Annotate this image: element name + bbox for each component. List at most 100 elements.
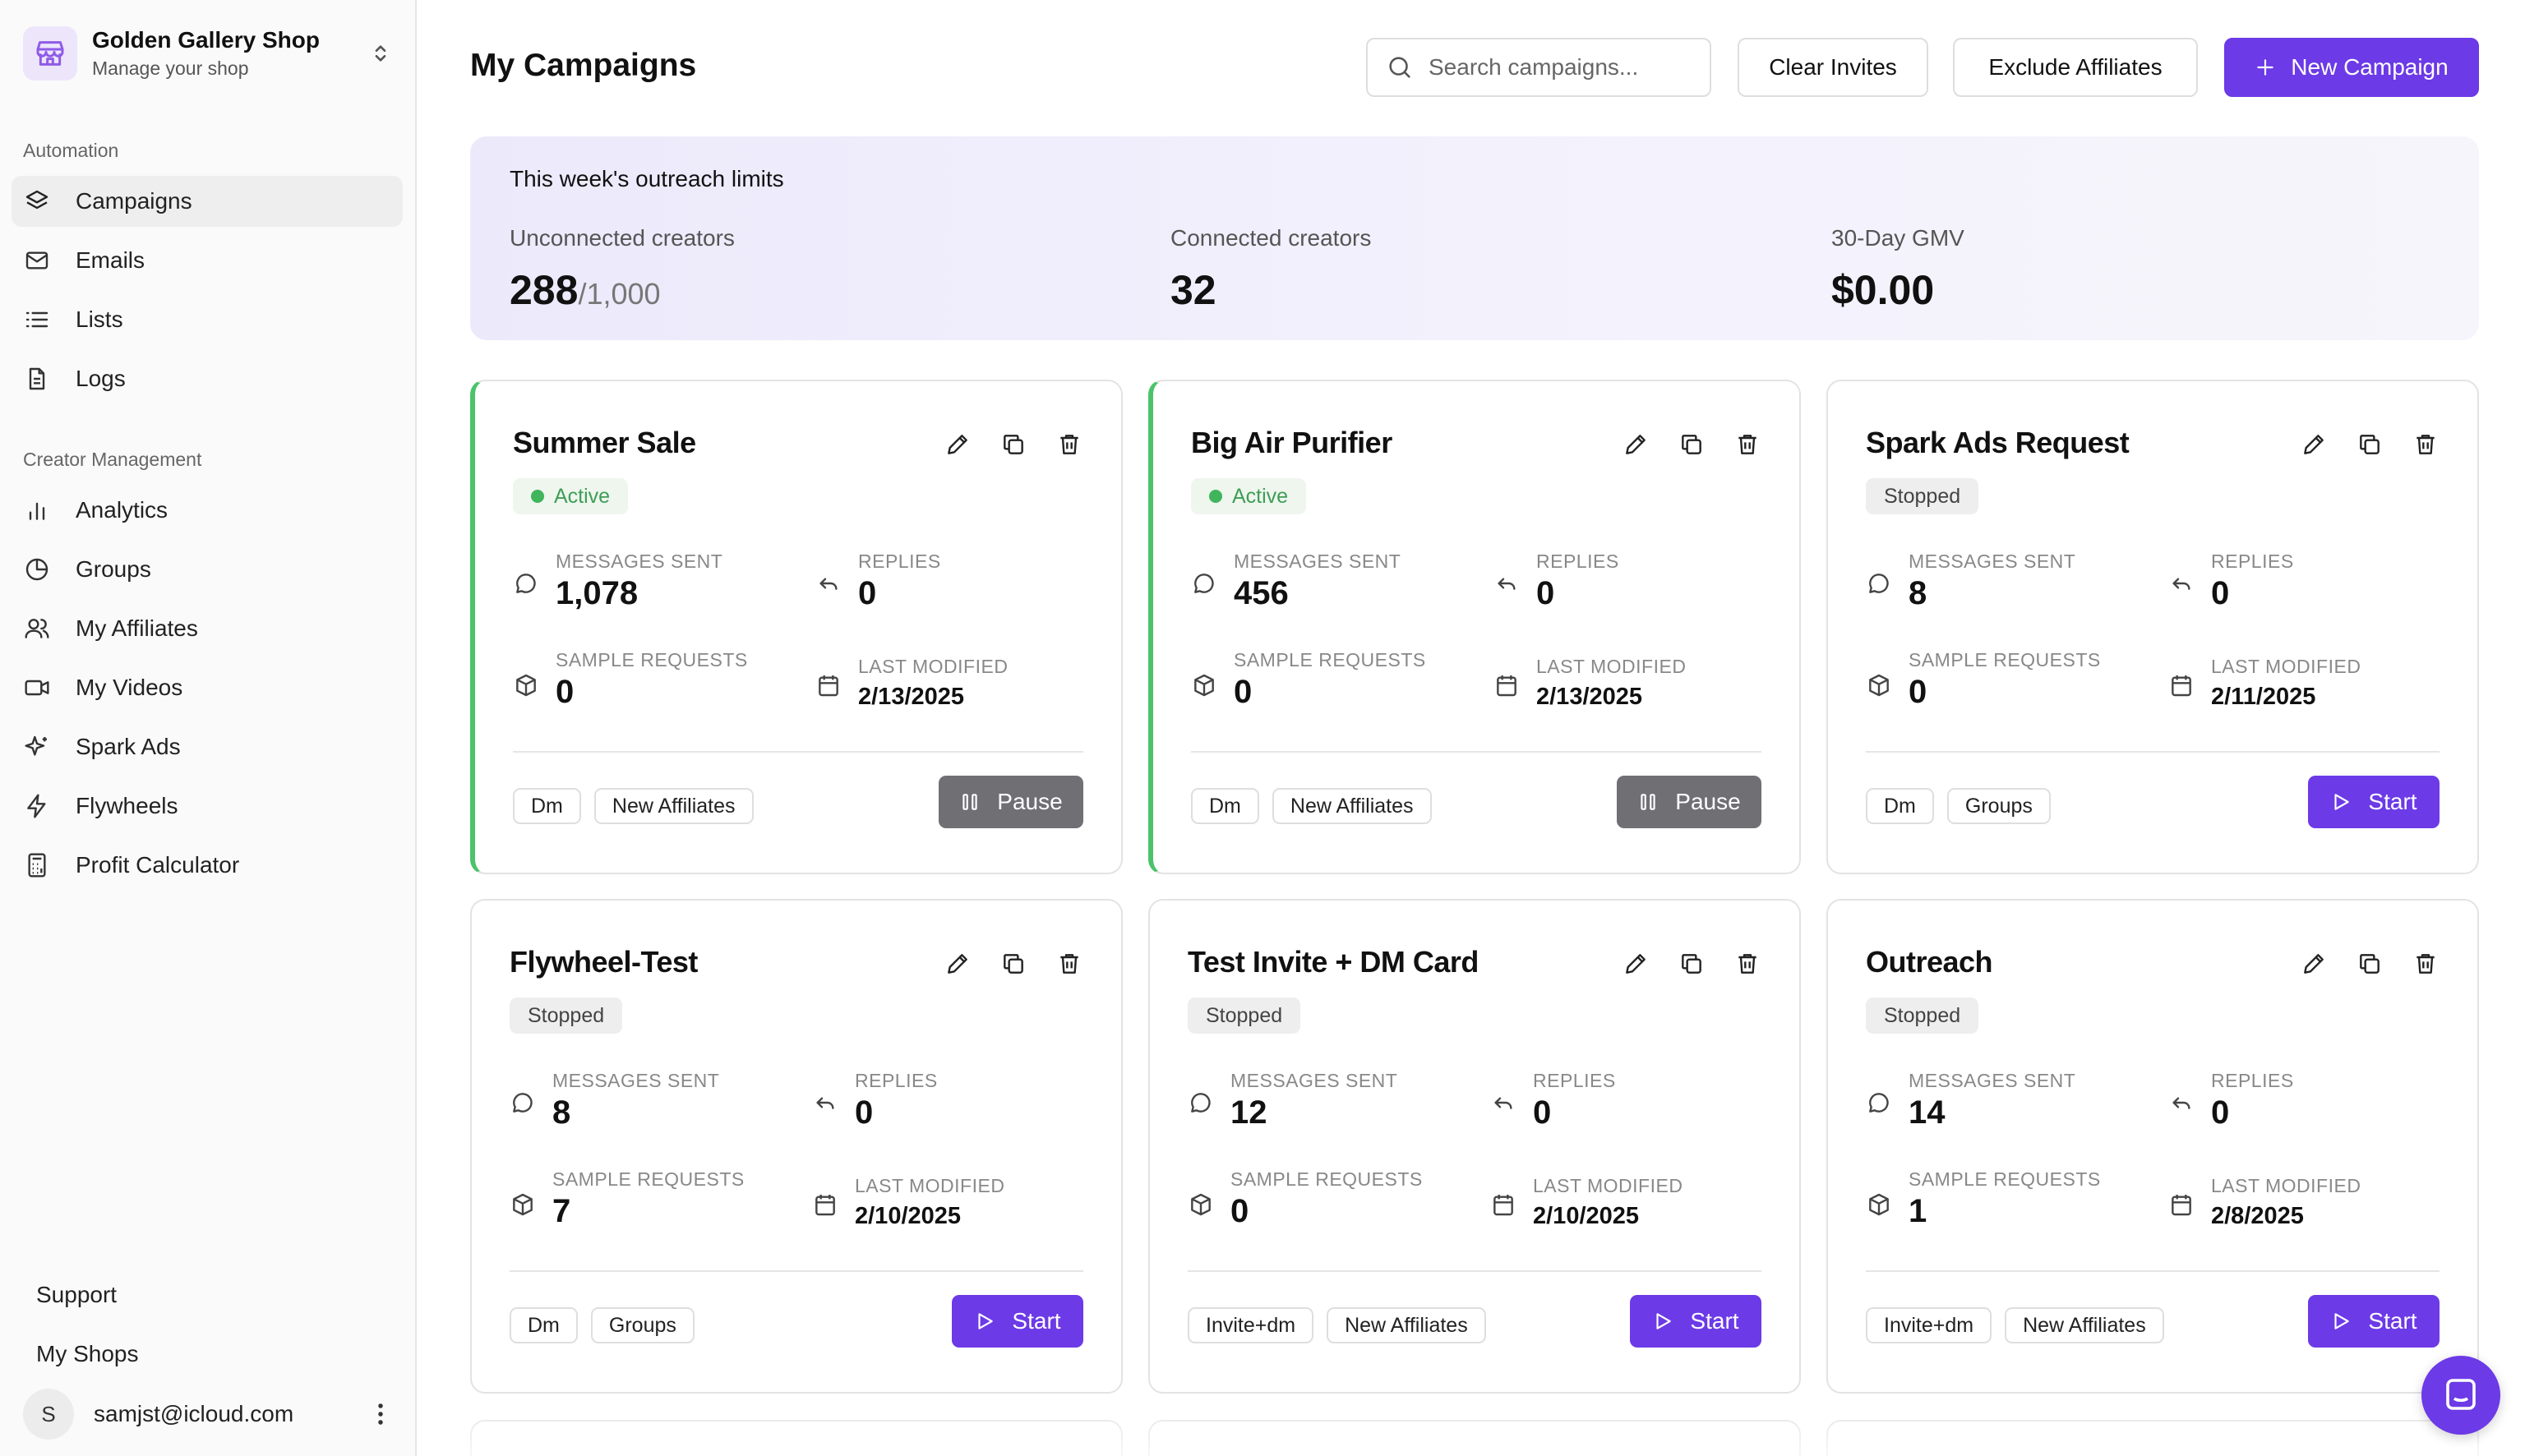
campaign-card: Outreach Stopped MESSAGES SENT 14 xyxy=(1826,899,2479,1394)
package-icon xyxy=(1866,1191,1892,1218)
message-circle-icon xyxy=(1191,570,1217,597)
calendar-icon xyxy=(2168,672,2195,698)
exclude-affiliates-button[interactable]: Exclude Affiliates xyxy=(1953,38,2198,97)
status-badge: Stopped xyxy=(1866,478,1979,514)
stat-value: 0 xyxy=(1909,674,1927,710)
start-button[interactable]: Start xyxy=(1630,1295,1761,1348)
campaign-tag: Dm xyxy=(513,788,581,824)
new-campaign-label: New Campaign xyxy=(2291,54,2449,80)
action-label: Pause xyxy=(1675,789,1741,814)
trash-icon[interactable] xyxy=(1733,950,1761,978)
stat-value: 288 xyxy=(510,267,579,313)
start-button[interactable]: Start xyxy=(952,1295,1083,1348)
copy-icon[interactable] xyxy=(1678,950,1706,978)
edit-icon[interactable] xyxy=(1622,950,1650,978)
edit-icon[interactable] xyxy=(2300,431,2328,458)
video-icon xyxy=(23,674,51,702)
stat-value: 0 xyxy=(1234,674,1253,710)
user-menu[interactable]: S samjst@icloud.com xyxy=(23,1389,393,1440)
pause-button[interactable]: Pause xyxy=(1617,776,1761,828)
sidebar-item-my-videos[interactable]: My Videos xyxy=(12,662,403,713)
sidebar-item-campaigns[interactable]: Campaigns xyxy=(12,176,403,227)
start-button[interactable]: Start xyxy=(2308,1295,2440,1348)
edit-icon[interactable] xyxy=(944,431,972,458)
copy-icon[interactable] xyxy=(1678,431,1706,458)
layers-icon xyxy=(23,187,51,215)
divider xyxy=(1866,751,2440,753)
sidebar-item-my-affiliates[interactable]: My Affiliates xyxy=(12,603,403,654)
search-box[interactable] xyxy=(1366,38,1711,97)
status-badge: Stopped xyxy=(1188,998,1301,1034)
sparkles-icon xyxy=(23,733,51,761)
action-label: Start xyxy=(2368,789,2417,814)
action-label: Start xyxy=(2368,1308,2417,1334)
sidebar-item-groups[interactable]: Groups xyxy=(12,544,403,595)
pause-button[interactable]: Pause xyxy=(939,776,1083,828)
stat-label: REPLIES xyxy=(1536,551,1619,572)
campaign-tag: New Affiliates xyxy=(593,788,754,824)
outreach-limits-panel: This week's outreach limits Unconnected … xyxy=(470,136,2479,340)
play-icon xyxy=(978,1313,994,1329)
stat-label: LAST MODIFIED xyxy=(2211,1175,2361,1196)
stat-label: REPLIES xyxy=(2211,1070,2294,1091)
copy-icon[interactable] xyxy=(999,950,1027,978)
search-input[interactable] xyxy=(1429,54,1708,81)
campaign-tags: Dm Groups xyxy=(510,1307,708,1343)
sidebar-item-label: Flywheels xyxy=(76,793,178,818)
stat-label: 30-Day GMV xyxy=(1831,225,1964,251)
more-vertical-icon[interactable] xyxy=(368,1402,393,1426)
sidebar-item-logs[interactable]: Logs xyxy=(12,353,403,404)
support-link[interactable]: Support xyxy=(36,1282,118,1307)
shop-switcher[interactable]: Golden Gallery Shop Manage your shop xyxy=(23,25,393,82)
stat-value: 0 xyxy=(2211,1094,2230,1131)
edit-icon[interactable] xyxy=(944,950,972,978)
status-badge: Stopped xyxy=(510,998,623,1034)
new-campaign-button[interactable]: New Campaign xyxy=(2224,38,2479,97)
stat-label: LAST MODIFIED xyxy=(2211,656,2361,677)
copy-icon[interactable] xyxy=(999,431,1027,458)
play-icon xyxy=(2334,794,2350,810)
edit-icon[interactable] xyxy=(1622,431,1650,458)
campaign-tag: Invite+dm xyxy=(1188,1307,1314,1343)
my-shops-link[interactable]: My Shops xyxy=(36,1341,139,1366)
edit-icon[interactable] xyxy=(2300,950,2328,978)
status-badge: Stopped xyxy=(1866,998,1979,1034)
chat-launcher-button[interactable] xyxy=(2421,1356,2500,1435)
stat-value: 0 xyxy=(556,674,575,710)
plus-icon xyxy=(2257,59,2274,76)
sidebar-item-flywheels[interactable]: Flywheels xyxy=(12,781,403,832)
sidebar-item-analytics[interactable]: Analytics xyxy=(12,485,403,536)
sidebar: Golden Gallery Shop Manage your shop Aut… xyxy=(0,0,417,1456)
pie-chart-icon xyxy=(23,555,51,583)
stat-value: 456 xyxy=(1234,575,1289,611)
shop-name: Golden Gallery Shop xyxy=(92,27,320,53)
stat-value: 1 xyxy=(1909,1193,1927,1229)
connected-creators-stat: Connected creators 32 xyxy=(1170,225,1371,314)
trash-icon[interactable] xyxy=(1055,950,1083,978)
sidebar-item-emails[interactable]: Emails xyxy=(12,235,403,286)
trash-icon[interactable] xyxy=(1055,431,1083,458)
start-button[interactable]: Start xyxy=(2308,776,2440,828)
message-circle-icon xyxy=(1188,1090,1214,1116)
sidebar-item-spark-ads[interactable]: Spark Ads xyxy=(12,721,403,772)
campaign-card: Big Air Purifier Active MESSAGES SENT 45… xyxy=(1148,380,1801,874)
stat-value: 32 xyxy=(1170,267,1216,313)
package-icon xyxy=(1188,1191,1214,1218)
sidebar-item-lists[interactable]: Lists xyxy=(12,294,403,345)
stat-value: 8 xyxy=(552,1094,571,1131)
trash-icon[interactable] xyxy=(2412,431,2440,458)
trash-icon[interactable] xyxy=(2412,950,2440,978)
sidebar-item-label: Lists xyxy=(76,306,123,332)
calendar-icon xyxy=(2168,1191,2195,1218)
status-dot xyxy=(1209,490,1222,503)
stat-label: LAST MODIFIED xyxy=(1533,1175,1683,1196)
copy-icon[interactable] xyxy=(2356,431,2384,458)
stat-label: Connected creators xyxy=(1170,225,1372,251)
stat-value: 0 xyxy=(1533,1094,1552,1131)
trash-icon[interactable] xyxy=(1733,431,1761,458)
clear-invites-button[interactable]: Clear Invites xyxy=(1738,38,1928,97)
status-badge: Active xyxy=(1191,478,1307,514)
sidebar-item-profit-calculator[interactable]: Profit Calculator xyxy=(12,840,403,891)
divider xyxy=(513,751,1083,753)
copy-icon[interactable] xyxy=(2356,950,2384,978)
